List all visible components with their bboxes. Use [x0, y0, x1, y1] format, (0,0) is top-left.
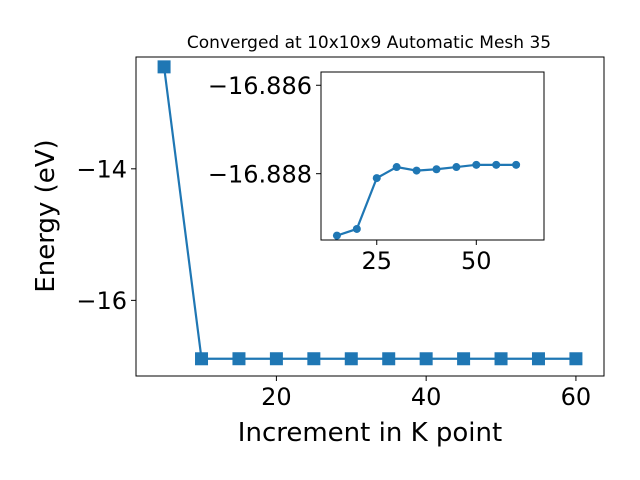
main-data-point	[531, 352, 545, 366]
inset-y-tick-label: −16.886	[208, 72, 312, 100]
inset-background	[321, 72, 544, 240]
main-axes-frame	[135, 56, 605, 377]
inset-data-point	[392, 163, 401, 172]
main-x-tick-label: 40	[411, 383, 442, 411]
main-x-tick-label: 20	[261, 383, 292, 411]
x-axis-label: Increment in K point	[238, 418, 502, 448]
main-data-point	[344, 352, 358, 366]
inset-axes-frame	[320, 71, 545, 241]
inset-series	[313, 160, 521, 381]
main-data-point	[382, 352, 396, 366]
chart-title: Converged at 10x10x9 Automatic Mesh 35	[187, 33, 551, 53]
main-data-point	[457, 352, 471, 366]
main-data-point	[307, 352, 321, 366]
inset-x-tick-label: 25	[361, 247, 392, 275]
inset-data-point	[472, 160, 481, 169]
inset-data-point	[512, 160, 521, 169]
inset-data-point	[412, 166, 421, 175]
main-y-axis: −16 −14	[76, 155, 136, 315]
inset-data-point	[313, 373, 321, 381]
main-data-point	[569, 352, 583, 366]
y-axis-label: Energy (eV)	[31, 139, 61, 292]
main-data-point	[494, 352, 508, 366]
inset-data-point	[452, 163, 461, 172]
inset-plot: 25 50 −16.888 −16.886	[208, 71, 545, 381]
inset-data-point	[332, 231, 341, 240]
main-data-point	[157, 60, 171, 74]
inset-data-point	[372, 174, 381, 183]
main-x-tick-label: 60	[561, 383, 592, 411]
inset-y-axis: −16.888 −16.886	[208, 72, 321, 188]
main-y-tick-label: −16	[76, 287, 127, 315]
main-data-point	[269, 352, 283, 366]
main-series	[157, 60, 583, 366]
main-plot: 20 40 60 −16 −14 Increment in K point Energ…	[31, 56, 605, 448]
inset-data-point	[432, 165, 441, 174]
inset-x-tick-label: 50	[461, 247, 492, 275]
main-data-point	[419, 352, 433, 366]
main-data-point	[232, 352, 246, 366]
inset-y-tick-label: −16.888	[208, 160, 312, 188]
main-x-axis: 20 40 60	[261, 376, 591, 411]
inset-data-point	[352, 224, 361, 233]
main-y-tick-label: −14	[76, 155, 127, 183]
inset-data-point	[492, 160, 501, 169]
main-data-point	[195, 352, 209, 366]
inset-x-axis: 25 50	[361, 240, 492, 275]
